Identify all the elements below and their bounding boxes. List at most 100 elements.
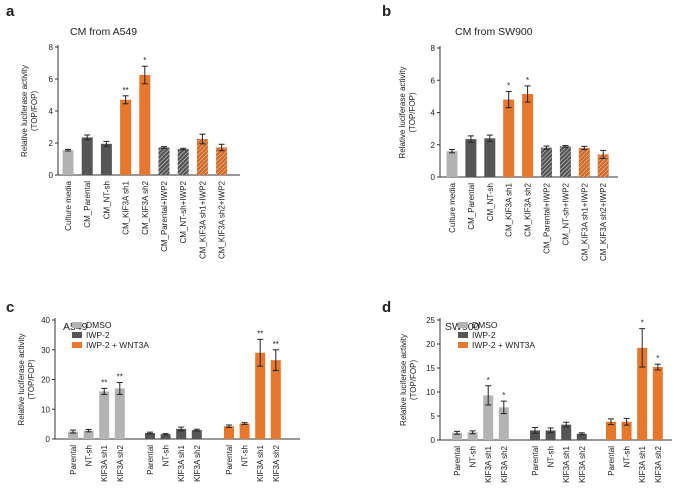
bar [652,367,663,440]
x-tick-label: KIF3A sh2 [578,445,587,482]
chart-title: CM from A549 [70,26,137,38]
chart-panel-b: b CM from SW900 0 2 4 6 8 Relative luciferase a… [382,3,618,261]
y-axis-label-units: (TOP/FOP) [408,92,417,133]
y-tick-label: 20 [41,376,50,385]
significance-marker: * [487,376,490,385]
x-tick-label: NT-sh [241,445,250,466]
x-tick-label: CM_NT-sh+IWP2 [179,180,188,243]
bar [545,430,556,440]
y-tick-label: 6 [431,76,436,85]
y-axis-label-units: (TOP/FOP) [30,91,39,132]
significance-marker: * [507,82,510,91]
bar [224,426,234,439]
bar [483,395,494,440]
panel-letter: b [382,3,391,20]
x-tick-label: Culture media [448,182,457,232]
bar [160,434,171,439]
bar [177,149,189,175]
bar [145,433,155,439]
x-tick-label: CM_KIF3A sh1+IWP2 [198,180,207,259]
bar [578,147,590,177]
bar [446,151,458,177]
bar [120,99,132,175]
legend-swatch [72,322,82,328]
bar [239,423,250,439]
x-tick-label: KIF3A sh2 [654,445,663,482]
panel-letter: d [382,299,391,316]
x-tick-label: KIF3A sh1 [484,445,493,482]
x-tick-label: KIF3A sh2 [116,444,125,481]
x-tick-label: Parental [225,445,234,475]
significance-marker: ** [101,378,107,387]
bar [597,154,609,177]
bar [255,352,266,439]
bar [158,147,170,175]
bar [484,138,496,177]
bar [467,432,478,440]
significance-marker: ** [122,86,128,95]
x-tick-label: NT-sh [469,446,478,467]
y-tick-label: 0 [49,171,54,180]
x-tick-label: KIF3A sh1 [100,444,109,481]
y-tick-label: 0 [431,173,436,182]
legend-label: IWP-2 [86,330,110,340]
x-tick-label: CM_NT-sh+IWP2 [561,182,570,245]
x-tick-label: KIF3A sh1 [256,444,265,481]
y-tick-label: 4 [431,109,436,118]
legend-label: DMSO [86,320,112,330]
y-axis-label: Relative luciferase activity [20,65,29,157]
y-axis-label-units: (TOP/FOP) [409,360,418,401]
legend-label: DMSO [472,320,498,330]
x-tick-label: KIF3A sh2 [272,444,281,481]
y-tick-label: 8 [431,44,436,53]
y-tick-label: 2 [49,139,54,148]
x-tick-label: CM_KIF3A sh2+IWP2 [599,182,608,261]
legend-swatch [458,332,468,338]
x-tick-label: CM_KIF3A sh2 [141,180,150,234]
y-tick-label: 10 [426,388,435,397]
x-tick-label: CM_KIF3A sh1+IWP2 [580,182,589,261]
bar [62,150,74,175]
bar [176,428,187,439]
bar [465,139,477,177]
x-tick-label: KIF3A sh1 [562,445,571,482]
x-tick-label: Parental [607,446,616,476]
y-axis-label: Relative luciferase activity [17,333,26,425]
significance-marker: ** [117,372,123,381]
x-tick-label: NT-sh [162,445,171,466]
bar [503,99,515,177]
legend-swatch [458,322,468,328]
y-axis-label: Relative luciferase activity [398,66,407,158]
bar [637,347,648,440]
bar [83,430,94,439]
x-tick-label: CM_Parental+IWP2 [543,182,552,253]
significance-marker: * [641,319,644,328]
y-axis-label: Relative luciferase activity [399,334,408,426]
significance-marker: ** [273,340,279,349]
x-tick-label: CM_KIF3A sh1 [505,182,514,236]
y-tick-label: 0 [431,436,436,445]
bar [530,430,540,440]
x-tick-label: CM_KIF3A sh2 [524,182,533,236]
bar [191,430,202,439]
legend-label: IWP-2 + WNT3A [86,340,149,350]
x-tick-label: KIF3A sh1 [638,445,647,482]
x-tick-label: NT-sh [547,446,556,467]
y-tick-label: 0 [46,435,51,444]
y-tick-label: 25 [426,316,435,325]
bar [68,431,78,439]
legend-label: IWP-2 + WNT3A [472,340,535,350]
x-tick-label: KIF3A sh2 [500,445,509,482]
y-axis-label-units: (TOP/FOP) [27,359,36,400]
y-tick-label: 2 [431,141,436,150]
x-tick-label: CM_Parental+IWP2 [160,180,169,251]
y-tick-label: 4 [49,107,54,116]
bar [561,424,572,440]
bar [541,147,552,177]
legend-swatch [72,332,82,338]
bar [139,75,151,175]
bar [498,407,509,440]
bar [452,432,462,440]
y-tick-label: 6 [49,75,54,84]
